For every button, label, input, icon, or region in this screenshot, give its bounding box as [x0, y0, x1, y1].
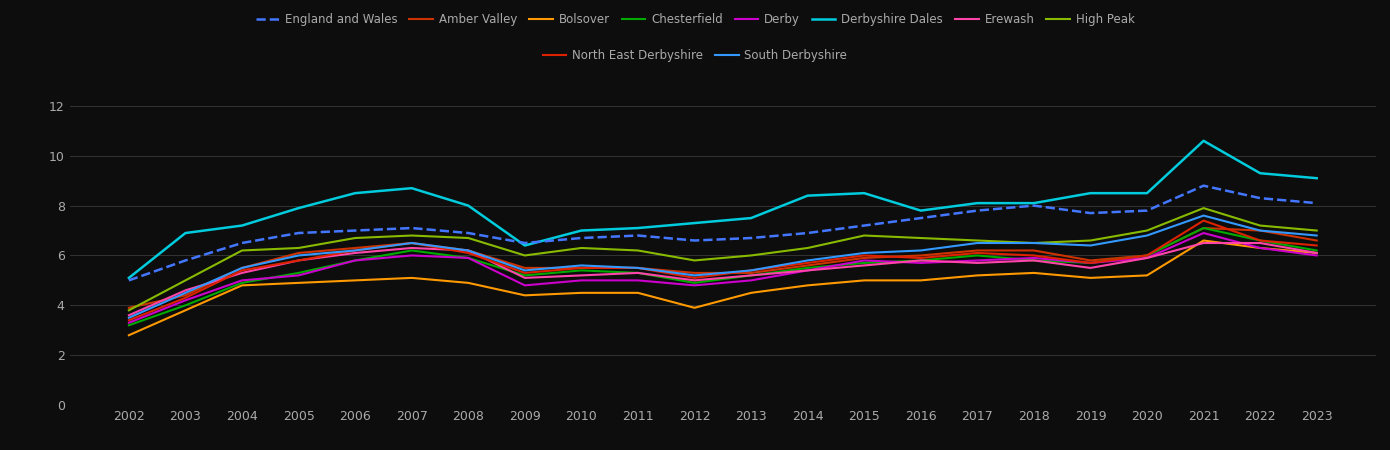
Legend: England and Wales, Amber Valley, Bolsover, Chesterfield, Derby, Derbyshire Dales: England and Wales, Amber Valley, Bolsove…: [250, 8, 1140, 31]
Legend: North East Derbyshire, South Derbyshire: North East Derbyshire, South Derbyshire: [538, 44, 852, 67]
